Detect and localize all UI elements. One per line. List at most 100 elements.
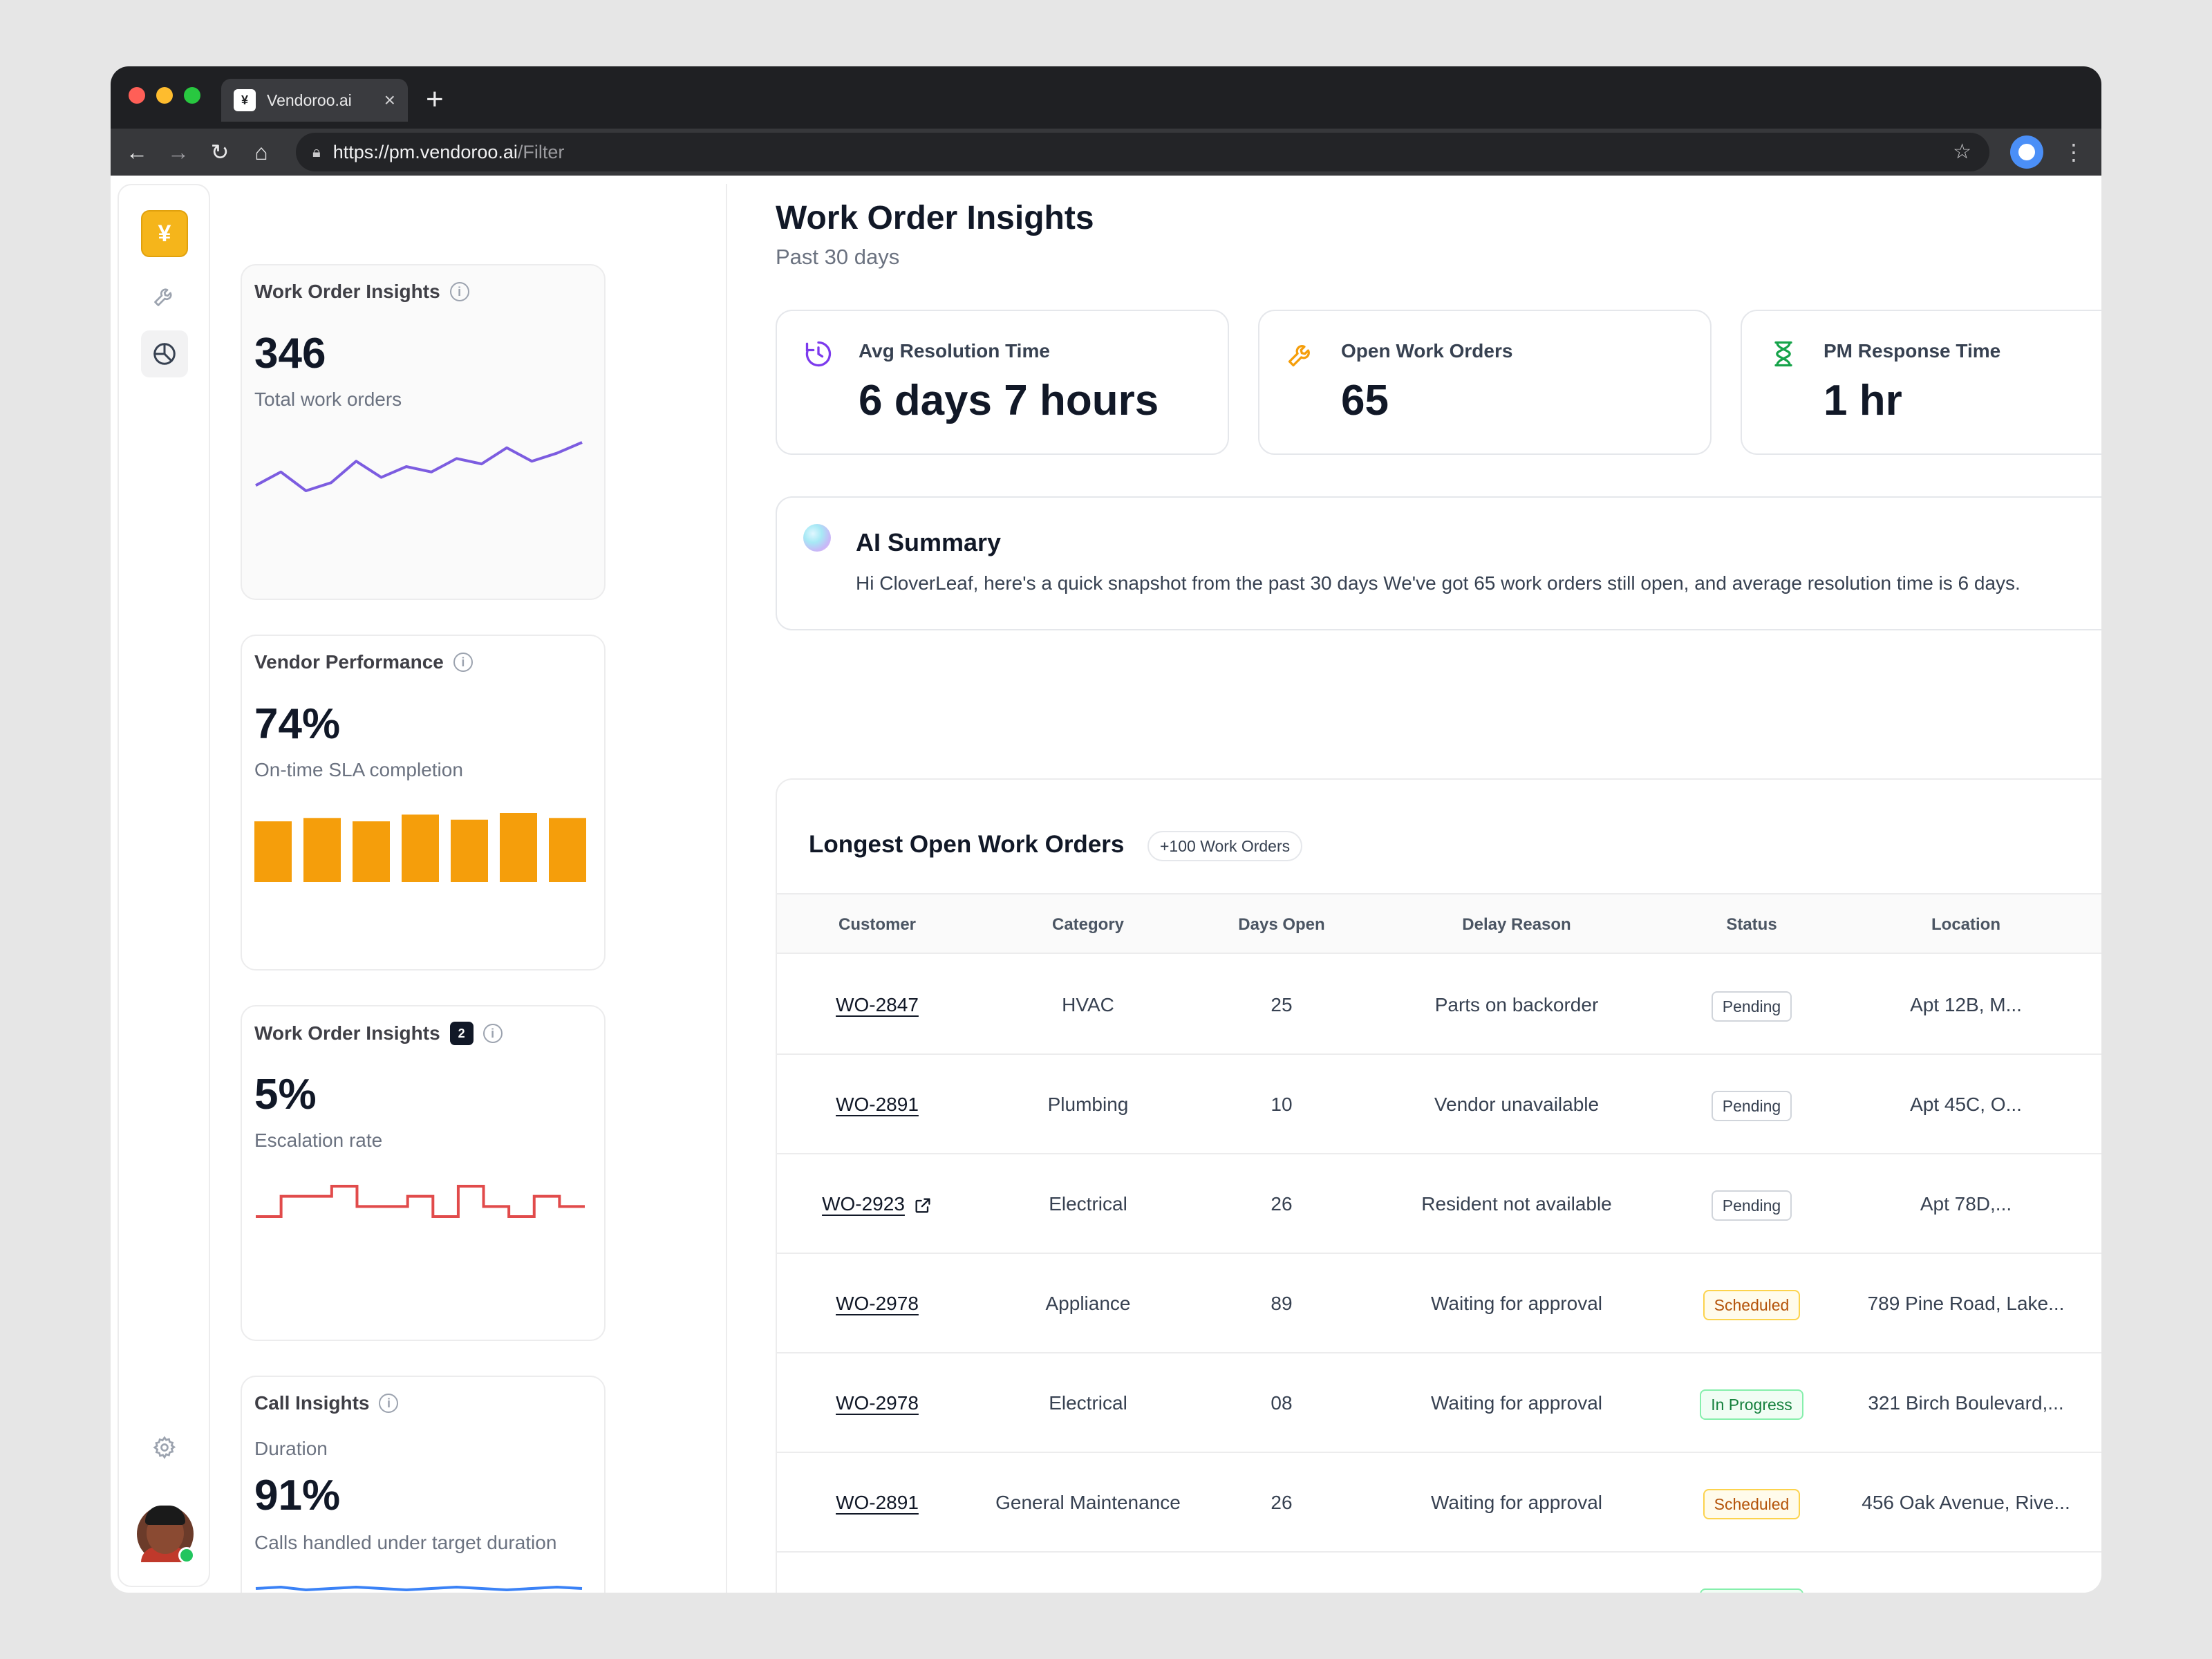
work-order-link[interactable]: WO-2923 — [822, 1193, 905, 1215]
bookmark-star-icon[interactable]: ☆ — [1953, 140, 1971, 163]
cell-days-open-text: 26 — [1271, 1492, 1293, 1513]
cell-customer[interactable]: WO-2978 — [777, 1254, 977, 1353]
table-row[interactable]: WO-2891 General Maintenance 26 Waiting for … — [777, 1453, 2101, 1553]
wrench-icon[interactable] — [141, 272, 188, 319]
work-order-link[interactable]: WO-2891 — [836, 1591, 919, 1593]
cell-location-text: Apt 45C, O... — [1910, 1094, 2022, 1115]
cell-days-open: 41 — [1199, 1553, 1365, 1593]
kpi-card-avg-resolution[interactable]: Avg Resolution Time 6 days 7 hours — [776, 310, 1229, 455]
cell-customer[interactable]: WO-2978 — [777, 1353, 977, 1453]
main-content: Work Order Insights Past 30 days Avg Res… — [741, 184, 2101, 1593]
sla-bar — [254, 821, 292, 882]
info-icon[interactable]: i — [453, 653, 473, 672]
browser-menu-icon[interactable]: ⋮ — [2063, 140, 2085, 165]
column-header-delay-reason[interactable]: Delay Reason — [1462, 915, 1571, 934]
browser-tab[interactable]: ¥ Vendoroo.ai × — [221, 79, 408, 122]
escalation-series — [256, 1185, 585, 1218]
insight-title: Work Order Insights — [254, 1022, 440, 1044]
cell-customer[interactable]: WO-2923 — [777, 1154, 977, 1254]
cell-delay-reason: Parts on backorder — [1365, 955, 1669, 1055]
cell-days-open-text: 26 — [1271, 1193, 1293, 1215]
info-icon[interactable]: i — [482, 1024, 503, 1043]
work-order-link[interactable]: WO-2891 — [836, 1094, 919, 1115]
cell-delay-reason: Waiting for approval — [1365, 1353, 1669, 1453]
avatar[interactable] — [137, 1506, 195, 1564]
maximize-window-button[interactable] — [184, 87, 200, 104]
cell-category: Appliance — [977, 1553, 1199, 1593]
cell-status: Pending — [1669, 1055, 1835, 1154]
minimize-window-button[interactable] — [156, 87, 173, 104]
column-header-status[interactable]: Status — [1726, 915, 1777, 934]
cell-customer[interactable]: WO-2847 — [777, 955, 977, 1055]
longest-open-work-orders-card: Longest Open Work Orders +100 Work Order… — [776, 778, 2101, 1593]
address-bar[interactable]: 🔒︎ https://pm.vendoroo.ai/Filter ☆ — [296, 133, 1989, 171]
cell-status: Scheduled — [1669, 1453, 1835, 1553]
cell-customer[interactable]: WO-2891 — [777, 1553, 977, 1593]
column-header-days-open[interactable]: Days Open — [1238, 915, 1325, 934]
gear-icon[interactable] — [141, 1424, 188, 1471]
ai-summary-card: AI Summary Hi CloverLeaf, here's a quick… — [776, 496, 2101, 630]
cell-days-open-text: 10 — [1271, 1094, 1293, 1115]
table-row[interactable]: WO-2891 Plumbing 10 Vendor unavailable Pendi… — [777, 1055, 2101, 1154]
back-icon[interactable]: ← — [126, 140, 148, 165]
column-header-customer[interactable]: Customer — [838, 915, 917, 934]
cell-category-text: General Maintenance — [995, 1492, 1181, 1513]
cell-customer[interactable]: WO-2891 — [777, 1055, 977, 1154]
tab-close-icon[interactable]: × — [384, 89, 395, 111]
column-header-location[interactable]: Location — [1931, 915, 2000, 934]
cell-days-open-text: 25 — [1271, 994, 1293, 1015]
pie-chart-icon[interactable] — [141, 330, 188, 377]
insight-card-call[interactable]: Call Insights i Duration 91% Calls handle… — [241, 1376, 606, 1593]
cell-status: In Progress — [1669, 1353, 1835, 1453]
info-icon[interactable]: i — [449, 282, 469, 301]
lock-icon: 🔒︎ — [312, 143, 321, 160]
clock-icon — [805, 341, 832, 367]
table-row[interactable]: WO-2847 HVAC 25 Parts on backorder Pending Ap… — [777, 955, 2101, 1055]
insight-card-vendor-performance[interactable]: Vendor Performance i 74% On-time SLA comp… — [241, 635, 606, 971]
cell-location: 123 Maple Street, Spri... — [1835, 1553, 2097, 1593]
status-badge: Scheduled — [1703, 1488, 1801, 1519]
work-order-link[interactable]: WO-2978 — [836, 1293, 919, 1314]
kpi-card-pm-response[interactable]: PM Response Time 1 hr — [1741, 310, 2101, 455]
info-icon[interactable]: i — [379, 1394, 399, 1413]
sla-bar — [451, 819, 488, 882]
table-header: Customer Category Days Open Delay Reason… — [777, 893, 2101, 954]
work-order-link[interactable]: WO-2891 — [836, 1492, 919, 1513]
table-row[interactable]: WO-2891 Appliance 41 Parts on backorder In P… — [777, 1553, 2101, 1593]
work-order-link[interactable]: WO-2847 — [836, 994, 919, 1015]
reload-icon[interactable]: ↻ — [210, 140, 229, 165]
close-window-button[interactable] — [129, 87, 145, 104]
profile-icon[interactable] — [2010, 135, 2043, 169]
table-row[interactable]: WO-2978 Electrical 08 Waiting for approval I… — [777, 1353, 2101, 1453]
cell-days-open-text: 08 — [1271, 1392, 1293, 1414]
page-title: Work Order Insights — [776, 200, 1094, 236]
cell-category: Plumbing — [977, 1055, 1199, 1154]
cell-location: 789 Pine Road, Lake... — [1835, 1254, 2097, 1353]
kpi-label: Open Work Orders — [1341, 340, 1513, 362]
insight-card-work-orders[interactable]: Work Order Insights i 346 Total work orde… — [241, 264, 606, 600]
insight-title: Work Order Insights — [254, 281, 440, 302]
work-order-link[interactable]: WO-2978 — [836, 1392, 919, 1414]
cell-category-text: Electrical — [1049, 1193, 1127, 1215]
cell-days-open: 89 — [1199, 1254, 1365, 1353]
wrench-icon — [1288, 345, 1310, 367]
table-row[interactable]: WO-2923 Electrical 26 Resident not availabl… — [777, 1154, 2101, 1254]
insight-card-escalation[interactable]: Work Order Insights 2 i 5% Escalation rate — [241, 1005, 606, 1341]
kpi-card-open-work-orders[interactable]: Open Work Orders 65 — [1258, 310, 1712, 455]
insight-title: Vendor Performance — [254, 651, 444, 673]
insight-value: 91% — [254, 1472, 341, 1519]
forward-icon[interactable]: → — [167, 140, 189, 165]
window-controls — [129, 87, 200, 104]
logo-icon[interactable]: ¥ — [141, 210, 188, 257]
cell-customer[interactable]: WO-2891 — [777, 1453, 977, 1553]
page-subtitle: Past 30 days — [776, 245, 900, 269]
column-header-category[interactable]: Category — [1051, 915, 1125, 934]
new-tab-button[interactable]: + — [426, 82, 444, 116]
status-badge: Scheduled — [1703, 1289, 1801, 1320]
external-link-icon[interactable] — [913, 1196, 932, 1215]
table-row[interactable]: WO-2978 Appliance 89 Waiting for approval Sc… — [777, 1254, 2101, 1353]
insight-label: Duration — [254, 1438, 328, 1459]
work-orders-count-pill[interactable]: +100 Work Orders — [1147, 831, 1303, 861]
cell-category: Electrical — [977, 1154, 1199, 1254]
home-icon[interactable]: ⌂ — [254, 140, 268, 165]
